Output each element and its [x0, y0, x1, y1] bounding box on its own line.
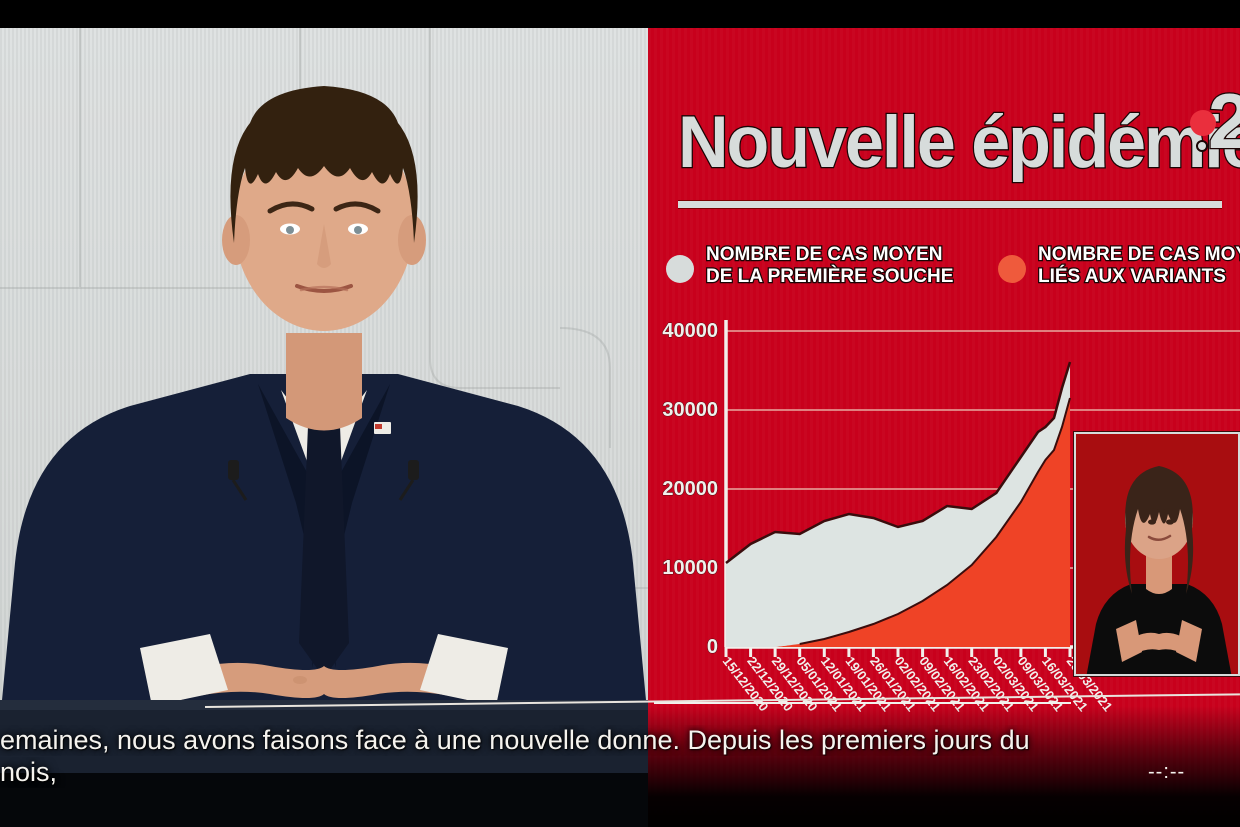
- svg-text:20000: 20000: [662, 478, 718, 500]
- svg-text:10000: 10000: [662, 557, 718, 579]
- svg-text:30000: 30000: [662, 399, 718, 421]
- svg-text:0: 0: [707, 636, 718, 658]
- svg-text:40000: 40000: [662, 320, 718, 342]
